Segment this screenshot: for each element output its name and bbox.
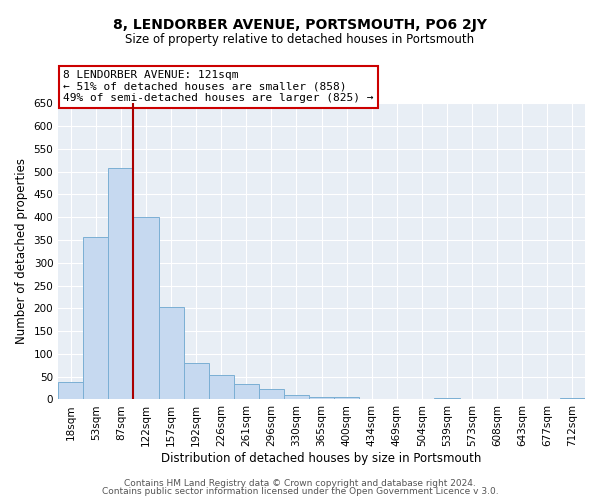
Bar bbox=[259, 390, 284, 400]
Bar bbox=[284, 395, 309, 400]
Bar bbox=[309, 396, 334, 400]
Bar bbox=[334, 397, 359, 400]
X-axis label: Distribution of detached houses by size in Portsmouth: Distribution of detached houses by size … bbox=[161, 452, 482, 465]
Text: 8 LENDORBER AVENUE: 121sqm
← 51% of detached houses are smaller (858)
49% of sem: 8 LENDORBER AVENUE: 121sqm ← 51% of deta… bbox=[64, 70, 374, 103]
Text: Size of property relative to detached houses in Portsmouth: Size of property relative to detached ho… bbox=[125, 32, 475, 46]
Bar bbox=[83, 236, 109, 400]
Bar bbox=[109, 168, 133, 400]
Text: Contains HM Land Registry data © Crown copyright and database right 2024.: Contains HM Land Registry data © Crown c… bbox=[124, 478, 476, 488]
Bar bbox=[560, 398, 585, 400]
Bar bbox=[133, 216, 158, 400]
Bar bbox=[158, 307, 184, 400]
Bar bbox=[234, 384, 259, 400]
Bar bbox=[58, 382, 83, 400]
Text: Contains public sector information licensed under the Open Government Licence v : Contains public sector information licen… bbox=[101, 487, 499, 496]
Bar bbox=[434, 398, 460, 400]
Bar bbox=[209, 375, 234, 400]
Bar bbox=[184, 364, 209, 400]
Y-axis label: Number of detached properties: Number of detached properties bbox=[15, 158, 28, 344]
Text: 8, LENDORBER AVENUE, PORTSMOUTH, PO6 2JY: 8, LENDORBER AVENUE, PORTSMOUTH, PO6 2JY bbox=[113, 18, 487, 32]
